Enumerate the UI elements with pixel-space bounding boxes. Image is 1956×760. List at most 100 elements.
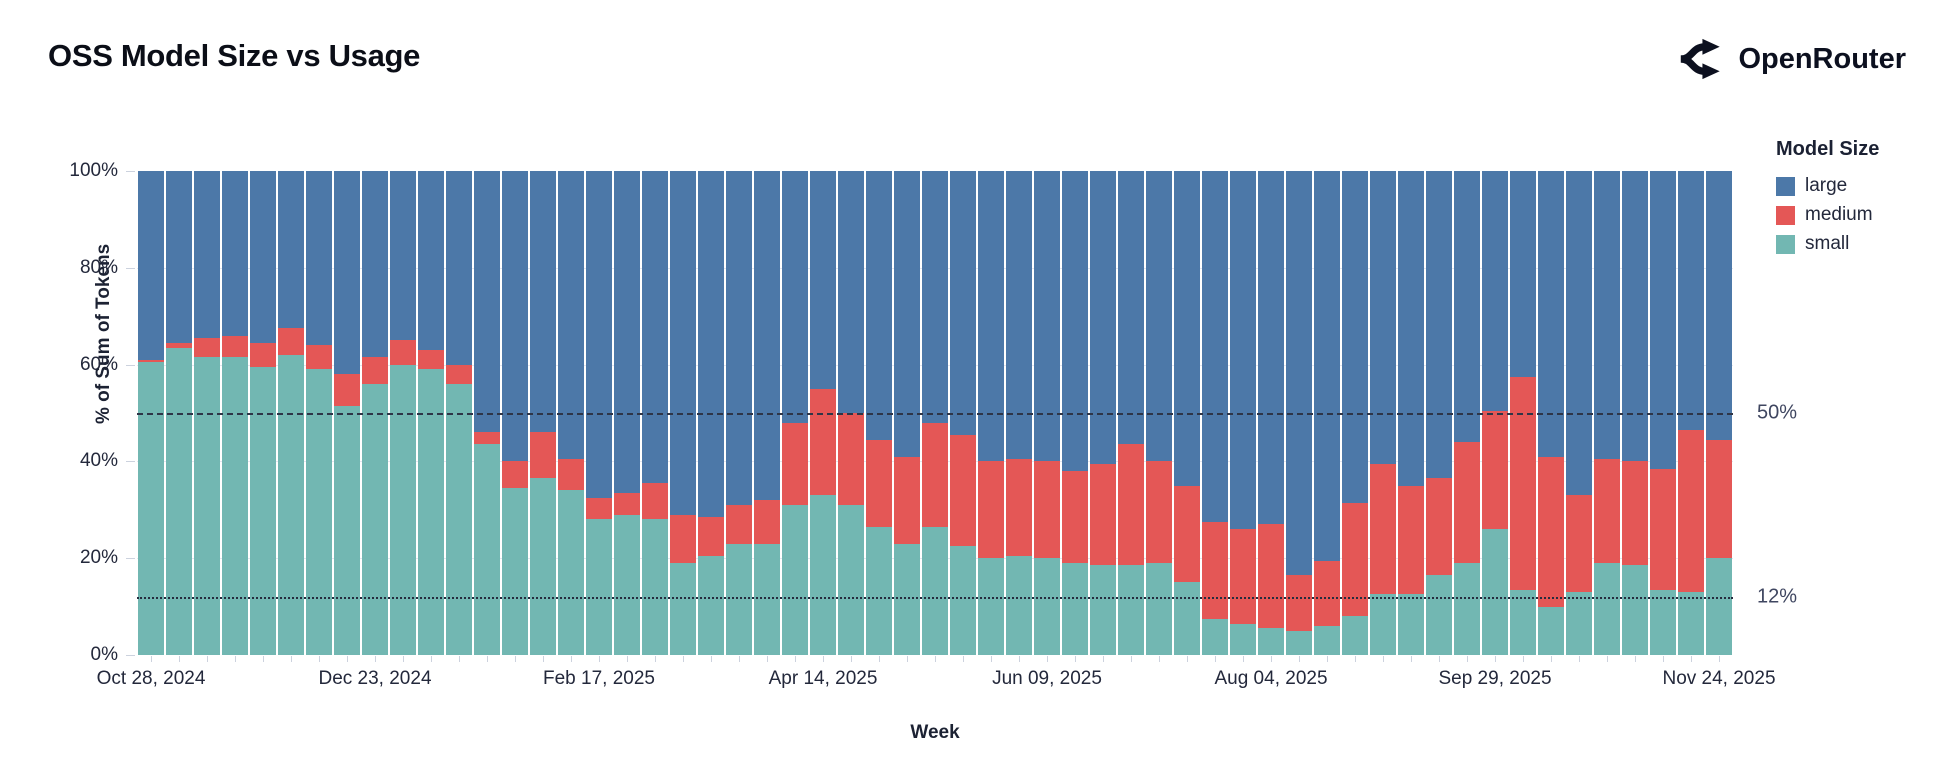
bar-segment-large[interactable] (1678, 171, 1704, 430)
bar-week-Sep 29, 2025[interactable] (1482, 171, 1508, 655)
bar-segment-medium[interactable] (1006, 458, 1032, 556)
bar-week-Aug 04, 2025[interactable] (1258, 171, 1284, 655)
bar-week-Apr 07, 2025[interactable] (782, 171, 808, 655)
bar-segment-large[interactable] (1006, 171, 1032, 459)
bar-week-Feb 24, 2025[interactable] (614, 171, 640, 655)
bar-segment-small[interactable] (278, 354, 304, 655)
bar-segment-large[interactable] (1426, 171, 1452, 479)
bar-segment-large[interactable] (1258, 171, 1284, 525)
bar-segment-medium[interactable] (530, 432, 556, 479)
bar-week-Aug 11, 2025[interactable] (1286, 171, 1312, 655)
bar-segment-small[interactable] (1342, 616, 1368, 655)
bar-segment-medium[interactable] (1118, 444, 1144, 566)
bar-segment-small[interactable] (670, 563, 696, 655)
bar-segment-medium[interactable] (810, 388, 836, 496)
bar-segment-large[interactable] (166, 171, 192, 343)
bar-segment-large[interactable] (698, 171, 724, 518)
bar-segment-large[interactable] (474, 171, 500, 433)
bar-segment-large[interactable] (278, 171, 304, 329)
bar-segment-small[interactable] (1594, 563, 1620, 655)
bar-segment-small[interactable] (754, 543, 780, 655)
bar-segment-large[interactable] (922, 171, 948, 423)
bar-segment-small[interactable] (530, 478, 556, 655)
bar-segment-small[interactable] (1706, 558, 1732, 655)
bar-segment-medium[interactable] (194, 337, 220, 358)
bar-segment-medium[interactable] (838, 413, 864, 505)
bar-week-Nov 03, 2025[interactable] (1622, 171, 1648, 655)
bar-segment-large[interactable] (1342, 171, 1368, 503)
bar-week-Dec 09, 2024[interactable] (306, 171, 332, 655)
bar-segment-small[interactable] (950, 546, 976, 655)
bar-segment-medium[interactable] (446, 364, 472, 384)
bar-segment-large[interactable] (1118, 171, 1144, 445)
bar-segment-large[interactable] (1594, 171, 1620, 459)
bar-segment-large[interactable] (1090, 171, 1116, 464)
bar-week-Sep 01, 2025[interactable] (1370, 171, 1396, 655)
bar-segment-small[interactable] (586, 519, 612, 655)
bar-segment-medium[interactable] (1566, 495, 1592, 593)
bar-segment-large[interactable] (866, 171, 892, 440)
bar-segment-medium[interactable] (1370, 463, 1396, 595)
bar-segment-large[interactable] (1566, 171, 1592, 496)
bar-segment-medium[interactable] (1034, 461, 1060, 559)
bar-segment-medium[interactable] (1622, 461, 1648, 566)
bar-week-Nov 24, 2025[interactable] (1706, 171, 1732, 655)
bar-segment-medium[interactable] (1426, 478, 1452, 576)
bar-segment-large[interactable] (222, 171, 248, 336)
bar-segment-large[interactable] (978, 171, 1004, 462)
bar-segment-large[interactable] (1398, 171, 1424, 486)
bar-segment-small[interactable] (782, 504, 808, 655)
bar-week-Apr 28, 2025[interactable] (866, 171, 892, 655)
bar-week-Oct 13, 2025[interactable] (1538, 171, 1564, 655)
bar-segment-small[interactable] (810, 495, 836, 655)
bar-segment-medium[interactable] (670, 514, 696, 564)
bar-segment-medium[interactable] (1090, 463, 1116, 566)
bar-segment-small[interactable] (838, 504, 864, 655)
bar-segment-medium[interactable] (1258, 524, 1284, 629)
bar-week-Mar 24, 2025[interactable] (726, 171, 752, 655)
bar-segment-large[interactable] (530, 171, 556, 433)
bar-segment-large[interactable] (1286, 171, 1312, 576)
bar-week-Jun 23, 2025[interactable] (1090, 171, 1116, 655)
bar-segment-small[interactable] (642, 519, 668, 655)
bar-week-Nov 18, 2024[interactable] (222, 171, 248, 655)
bar-segment-small[interactable] (1006, 555, 1032, 655)
bar-segment-large[interactable] (950, 171, 976, 435)
bar-segment-large[interactable] (1174, 171, 1200, 486)
bar-segment-large[interactable] (838, 171, 864, 413)
bar-segment-medium[interactable] (1594, 458, 1620, 564)
bar-week-Jun 02, 2025[interactable] (1006, 171, 1032, 655)
bar-segment-large[interactable] (810, 171, 836, 389)
bar-week-Mar 31, 2025[interactable] (754, 171, 780, 655)
bar-segment-medium[interactable] (306, 345, 332, 370)
bar-week-Oct 28, 2024[interactable] (138, 171, 164, 655)
bar-segment-small[interactable] (1482, 529, 1508, 655)
bar-week-Jun 16, 2025[interactable] (1062, 171, 1088, 655)
bar-segment-small[interactable] (362, 383, 388, 655)
bar-segment-medium[interactable] (586, 497, 612, 520)
bar-week-Oct 06, 2025[interactable] (1510, 171, 1536, 655)
bar-segment-medium[interactable] (1678, 429, 1704, 593)
bar-segment-medium[interactable] (334, 374, 360, 406)
bar-week-May 05, 2025[interactable] (894, 171, 920, 655)
bar-segment-large[interactable] (670, 171, 696, 515)
bar-week-May 26, 2025[interactable] (978, 171, 1004, 655)
legend-item-large[interactable]: large (1776, 175, 1879, 197)
bar-segment-medium[interactable] (1342, 502, 1368, 617)
bar-week-Sep 08, 2025[interactable] (1398, 171, 1424, 655)
bar-week-Feb 17, 2025[interactable] (586, 171, 612, 655)
bar-segment-medium[interactable] (1314, 560, 1340, 626)
bar-segment-large[interactable] (362, 171, 388, 358)
bar-segment-large[interactable] (1482, 171, 1508, 411)
bar-week-May 12, 2025[interactable] (922, 171, 948, 655)
bar-week-Jul 14, 2025[interactable] (1174, 171, 1200, 655)
bar-segment-large[interactable] (754, 171, 780, 501)
bar-segment-medium[interactable] (978, 461, 1004, 559)
bar-segment-large[interactable] (1202, 171, 1228, 522)
bar-segment-small[interactable] (194, 357, 220, 655)
bar-segment-small[interactable] (1062, 563, 1088, 655)
bar-week-Apr 21, 2025[interactable] (838, 171, 864, 655)
bar-segment-medium[interactable] (642, 483, 668, 520)
bar-segment-small[interactable] (726, 543, 752, 655)
bar-segment-medium[interactable] (698, 517, 724, 556)
